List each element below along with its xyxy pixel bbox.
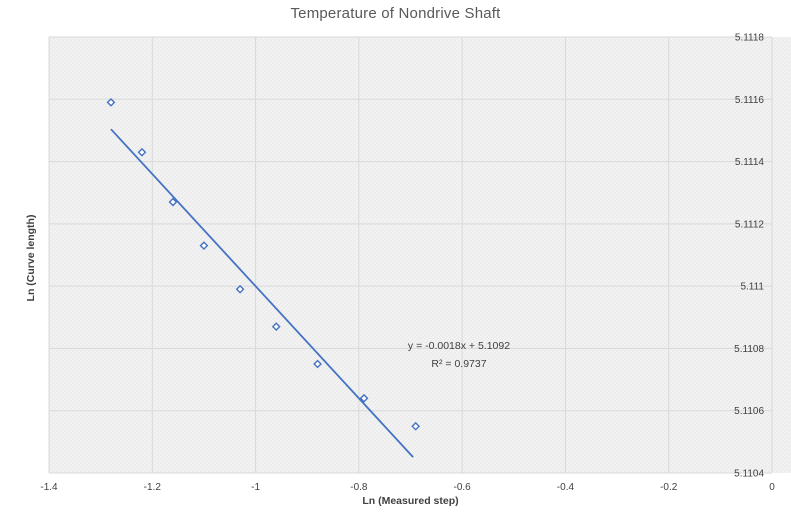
data-point-marker [359,393,369,403]
x-tick-label: -0.4 [557,482,575,493]
y-tick-label: 5.1106 [734,406,764,417]
x-tick-label: -0.8 [350,482,368,493]
trendline-annotation: y = -0.0018x + 5.1092 R² = 0.9737 [369,337,549,373]
data-point-marker [199,241,209,251]
r-squared-label: R² = 0.9737 [431,358,487,370]
chart-title: Temperature of Nondrive Shaft [290,5,501,22]
x-tick-label: -0.6 [454,482,472,493]
data-point-marker [411,421,421,431]
y-tick-label: 5.1108 [734,344,764,355]
data-point-marker [313,359,322,369]
y-tick-label: 5.1112 [735,219,765,230]
data-point-marker [137,147,147,157]
trendline [110,128,414,458]
x-tick-label: 0 [769,482,775,493]
plot-area-background [49,37,791,473]
y-axis-title: Ln (Curve length) [25,214,37,302]
data-point-marker [106,98,116,107]
x-tick-label: -1 [251,482,260,493]
data-point-marker [168,197,178,207]
y-tick-label: 5.1114 [735,157,765,168]
x-tick-label: -0.2 [660,482,678,493]
y-tick-label: 5.111 [740,282,764,293]
x-tick-label: -1.2 [144,482,162,493]
trendline-equation: y = -0.0018x + 5.1092 [407,340,511,352]
x-axis-title: Ln (Measured step) [362,495,459,507]
x-tick-label: -1.4 [40,482,58,493]
data-point-marker [235,284,245,294]
data-point-marker [271,322,281,332]
y-tick-label: 5.1116 [735,95,765,106]
y-tick-label: 5.1104 [734,469,764,480]
y-tick-label: 5.1118 [735,33,765,44]
